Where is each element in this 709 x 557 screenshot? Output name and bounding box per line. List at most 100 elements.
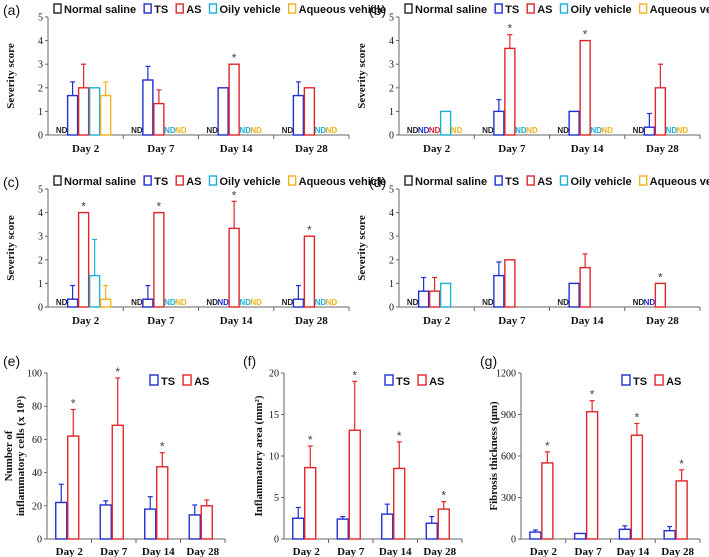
bar — [618, 528, 632, 540]
y-tick-label: 5 — [274, 493, 279, 504]
nd-label: ND — [282, 126, 294, 135]
significance-marker: * — [308, 433, 313, 447]
nd-label: ND — [239, 126, 251, 135]
nd-label: ND — [164, 126, 176, 135]
category-label: Day 2 — [72, 143, 100, 155]
bar — [153, 211, 165, 308]
bar — [585, 411, 599, 540]
panel-f: (f) 0 5 10 15 20 Inflammatory area (mm²) Day 2 *… — [243, 353, 463, 557]
legend-label: Oily vehicle — [570, 176, 631, 188]
nd-label: ND — [315, 126, 327, 135]
legend-swatch — [143, 175, 152, 186]
y-tick-label: 5 — [389, 13, 394, 24]
y-axis-label: Inflammatory area (mm²) — [253, 395, 265, 516]
bar — [381, 513, 394, 540]
y-tick-label: 20 — [32, 501, 42, 512]
bar — [568, 282, 580, 308]
y-tick-label: 300 — [501, 493, 516, 504]
nd-label: ND — [633, 298, 645, 307]
category-label: Day 28 — [186, 546, 219, 557]
bar — [348, 429, 361, 540]
bar — [200, 505, 213, 540]
y-axis-label: Fibrosis thickness (μm) — [488, 401, 500, 511]
legend-label: AS — [194, 376, 209, 388]
significance-marker: * — [658, 270, 663, 284]
panel-label-f: (f) — [243, 353, 256, 369]
legend-label: Oily vehicle — [570, 4, 631, 16]
legend-swatch — [638, 175, 648, 186]
category-label: Day 7 — [498, 143, 526, 155]
bar — [144, 508, 157, 540]
nd-label: ND — [482, 126, 494, 135]
legend-label: Oily vehicle — [219, 176, 280, 188]
nd-label: ND — [644, 298, 656, 307]
y-tick-label: 4 — [389, 36, 394, 47]
category-label: Day 28 — [295, 315, 328, 327]
legend-swatch — [417, 374, 427, 386]
category-label: Day 14 — [220, 315, 253, 327]
category-label: Day 14 — [379, 546, 412, 557]
legend-label: AS — [429, 376, 444, 388]
nd-label: ND — [677, 126, 689, 135]
legend-swatch — [494, 3, 503, 14]
bar — [142, 79, 154, 136]
bar — [228, 227, 240, 308]
bar — [493, 110, 505, 136]
legend-label: AS — [537, 176, 552, 188]
bar — [217, 87, 229, 136]
panel-label-b: (b) — [369, 2, 386, 18]
legend-label: Oily vehicle — [219, 4, 280, 16]
bar — [504, 47, 516, 136]
y-tick-label: 0 — [274, 535, 279, 546]
bar — [428, 290, 441, 308]
legend-label: AS — [186, 4, 201, 16]
bar — [88, 87, 101, 136]
legend-swatch — [287, 3, 297, 14]
legend-swatch — [404, 3, 413, 14]
y-tick-label: 3 — [389, 232, 394, 243]
bar — [292, 94, 305, 136]
y-tick-label: 5 — [38, 13, 43, 24]
panel-g: (g) 0 300 600 900 1200 Fibrosis thickness (μm)… — [480, 353, 701, 557]
legend-label: Normal saline — [415, 176, 487, 188]
legend-swatch — [149, 374, 159, 386]
nd-label: ND — [429, 126, 441, 135]
bar — [417, 290, 430, 308]
category-label: Day 28 — [661, 546, 694, 557]
nd-label: ND — [590, 126, 602, 135]
bar — [579, 39, 591, 136]
legend-label: TS — [505, 4, 519, 16]
category-label: Day 14 — [617, 546, 650, 557]
category-label: Day 2 — [56, 546, 84, 557]
y-tick-label: 80 — [32, 402, 42, 413]
legend-label: TS — [161, 376, 175, 388]
nd-label: ND — [239, 298, 251, 307]
legend-swatch — [208, 175, 218, 186]
y-tick-label: 0 — [37, 535, 42, 546]
category-label: Day 28 — [646, 315, 679, 327]
y-tick-label: 1 — [38, 107, 43, 118]
legend-swatch — [654, 374, 664, 386]
legend-swatch — [494, 175, 503, 186]
category-label: Day 7 — [337, 546, 365, 557]
legend-label: Aqueous vehicle — [299, 176, 386, 188]
category-label: Day 14 — [142, 546, 175, 557]
nd-label: ND — [315, 298, 327, 307]
nd-label: ND — [557, 298, 569, 307]
y-tick-label: 2 — [38, 255, 43, 266]
nd-label: ND — [407, 298, 419, 307]
legend-label: Aqueous vehicle — [650, 176, 709, 188]
significance-marker: * — [352, 368, 357, 382]
nd-label: ND — [282, 298, 294, 307]
bar — [675, 480, 688, 540]
nd-label: ND — [326, 126, 338, 135]
significance-marker: * — [232, 188, 237, 202]
legend-swatch — [287, 175, 297, 186]
bar — [66, 298, 79, 308]
y-tick-label: 60 — [32, 435, 42, 446]
legend-label: Normal saline — [415, 4, 487, 16]
nd-label: ND — [164, 298, 176, 307]
significance-marker: * — [157, 200, 162, 214]
